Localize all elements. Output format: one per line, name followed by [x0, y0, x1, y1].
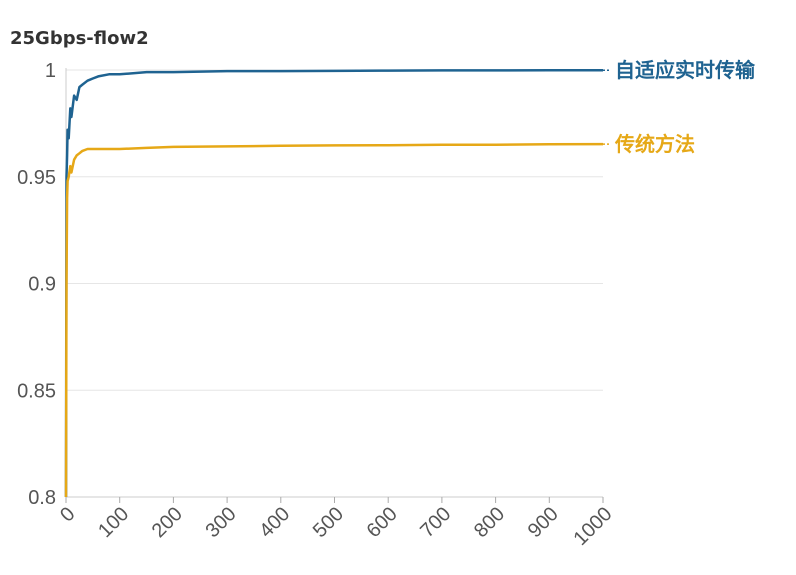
- series-label-0: 自适应实时传输: [615, 58, 756, 82]
- x-tick-label-6: 600: [363, 503, 402, 542]
- series-line-0: [64, 68, 603, 498]
- y-tick-label-1: 0.85: [17, 380, 56, 402]
- y-tick-label-3: 0.95: [17, 167, 56, 189]
- axes: [65, 68, 604, 503]
- x-tick-label-5: 500: [309, 503, 348, 542]
- x-tick-label-0: 0: [56, 503, 79, 526]
- x-tick-label-3: 300: [201, 503, 240, 542]
- y-tick-label-0: 0.8: [28, 487, 56, 509]
- x-tick-label-10: 1000: [570, 503, 617, 550]
- y-tick-label-4: 1: [45, 60, 56, 82]
- y-tick-label-2: 0.9: [28, 274, 56, 296]
- series-lines: [64, 68, 604, 498]
- x-tick-labels: 0 100 200 300 400 500 600 700 800 900 1000: [56, 503, 616, 550]
- x-tick-label-4: 400: [255, 503, 294, 542]
- x-tick-label-2: 200: [148, 503, 187, 542]
- x-tick-label-7: 700: [416, 503, 455, 542]
- series-line-1: [64, 142, 604, 498]
- series-label-1: 传统方法: [614, 132, 695, 156]
- x-tick-label-1: 100: [94, 503, 133, 542]
- y-tick-labels: 0.8 0.85 0.9 0.95 1: [17, 60, 56, 509]
- x-tick-label-8: 800: [470, 503, 509, 542]
- grid-lines: [66, 69, 603, 498]
- chart-title: 25Gbps-flow2: [10, 28, 149, 49]
- x-tick-label-9: 900: [524, 503, 563, 542]
